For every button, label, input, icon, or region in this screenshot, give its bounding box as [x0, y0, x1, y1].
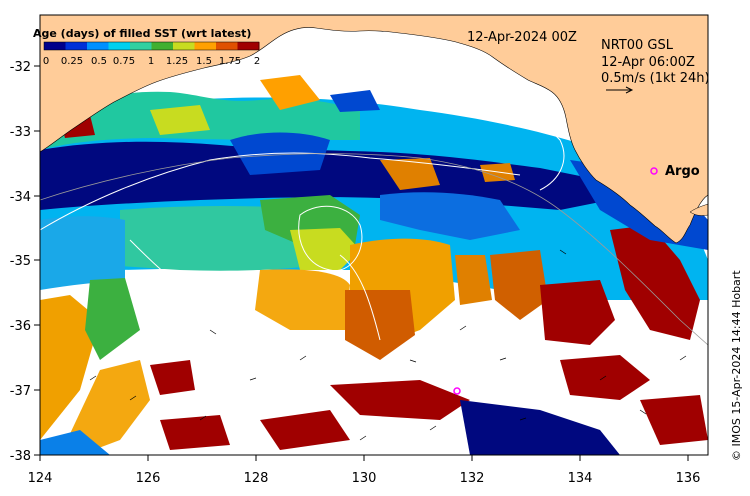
credit-label: © IMOS 15-Apr-2024 14:44 Hobart — [730, 270, 743, 461]
legend-swatch — [87, 42, 109, 50]
lon-tick-label: 134 — [568, 471, 593, 486]
legend-swatch — [130, 42, 152, 50]
legend-title: Age (days) of filled SST (wrt latest) — [33, 27, 251, 40]
legend-colorbar-frame — [43, 41, 260, 51]
map-plot-area — [40, 15, 708, 455]
lat-tick-label: -36 — [10, 319, 31, 334]
legend-tick-label: 2 — [254, 56, 260, 67]
argo-float-marker — [453, 387, 461, 395]
legend-tick-label: 0.75 — [113, 56, 135, 67]
vector-scale-label: 0.5m/s (1kt 24h) — [601, 71, 710, 86]
map-frame — [39, 14, 709, 456]
sst-age-field — [40, 75, 708, 455]
date-label: 12-Apr-2024 00Z — [467, 30, 577, 45]
legend-swatch — [65, 42, 88, 50]
lon-tick-label: 124 — [28, 471, 53, 486]
legend-swatch — [108, 42, 131, 50]
legend-swatch — [44, 42, 66, 50]
age-legend: Age (days) of filled SST (wrt latest) 0 … — [33, 27, 260, 67]
legend-tick-label: 1 — [148, 56, 154, 67]
vector-scale-arrow — [606, 86, 634, 94]
lon-tick-label: 130 — [352, 471, 377, 486]
lat-axis: -32 -33 -34 -35 -36 -37 -38 — [10, 60, 40, 464]
legend-swatch — [151, 42, 174, 50]
island — [689, 203, 708, 216]
product-label: NRT00 GSL — [601, 38, 674, 53]
legend-colorbar — [44, 42, 260, 50]
land-mass — [40, 15, 708, 244]
lat-tick-label: -33 — [10, 125, 31, 140]
legend-swatch — [173, 42, 195, 50]
lon-tick-label: 126 — [136, 471, 161, 486]
legend-tick-label: 1.75 — [219, 56, 241, 67]
lon-axis: 124 126 128 130 132 134 136 — [28, 455, 701, 486]
legend-swatch — [216, 42, 238, 50]
current-time-label: 12-Apr 06:00Z — [601, 55, 695, 70]
legend-tick-label: 0 — [43, 56, 49, 67]
argo-label: Argo — [665, 164, 700, 179]
lat-tick-label: -32 — [10, 60, 31, 75]
argo-legend-marker — [650, 167, 658, 175]
legend-tick-label: 1.25 — [166, 56, 188, 67]
legend-tick-label: 0.25 — [61, 56, 83, 67]
current-vectors — [89, 249, 687, 441]
lat-tick-label: -35 — [10, 254, 31, 269]
lat-tick-label: -37 — [10, 384, 31, 399]
bathymetry-contour — [40, 153, 708, 346]
legend-swatch — [237, 42, 260, 50]
lon-tick-label: 132 — [460, 471, 485, 486]
ssh-contours — [40, 109, 565, 341]
lat-tick-label: -34 — [10, 190, 31, 205]
lat-tick-label: -38 — [10, 449, 31, 464]
legend-swatch — [194, 42, 217, 50]
legend-tick-label: 1.5 — [196, 56, 212, 67]
lon-tick-label: 136 — [676, 471, 701, 486]
lon-tick-label: 128 — [244, 471, 269, 486]
legend-tick-label: 0.5 — [91, 56, 107, 67]
